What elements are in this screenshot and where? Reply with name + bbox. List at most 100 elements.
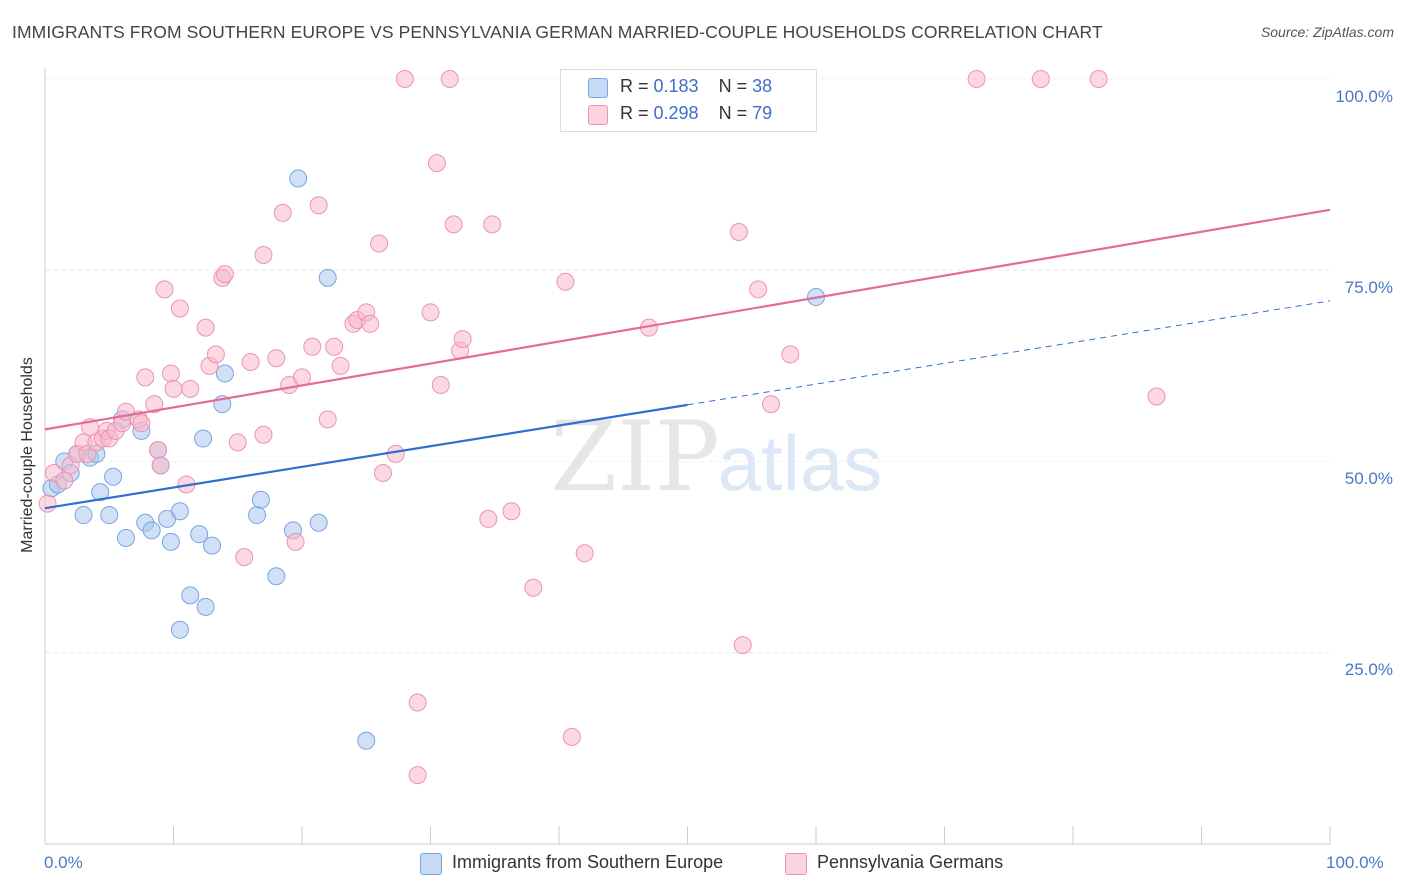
point-southern-europe	[267, 567, 286, 586]
legend-r-value: 0.298	[653, 103, 699, 123]
point-southern-europe	[170, 502, 189, 521]
point-pennsylvania-germans	[286, 532, 305, 551]
legend-swatch-pink	[785, 853, 807, 875]
point-pennsylvania-germans	[386, 444, 405, 463]
point-pennsylvania-germans	[181, 379, 200, 398]
x-tick-min: 0.0%	[44, 853, 83, 872]
point-pennsylvania-germans	[55, 471, 74, 490]
x-tick-max: 100.0%	[1326, 853, 1384, 872]
y-tick-75: 75.0%	[1344, 278, 1393, 297]
watermark-zip: ZIP	[550, 401, 719, 513]
point-pennsylvania-germans	[331, 356, 350, 375]
point-pennsylvania-germans	[273, 203, 292, 222]
trend-line-extension-southern-europe	[687, 300, 1331, 406]
point-southern-europe	[142, 521, 161, 540]
y-tick-50: 50.0%	[1344, 469, 1393, 488]
point-southern-europe	[318, 268, 337, 287]
legend-r-value: 0.183	[653, 76, 699, 96]
source-credit: Source: ZipAtlas.com	[1260, 24, 1394, 40]
point-southern-europe	[203, 536, 222, 555]
legend-label: Pennsylvania Germans	[817, 852, 1004, 872]
legend-swatch-pink	[588, 105, 608, 125]
point-southern-europe	[215, 364, 234, 383]
point-southern-europe	[194, 429, 213, 448]
point-pennsylvania-germans	[1031, 70, 1050, 88]
point-pennsylvania-germans	[479, 509, 498, 528]
point-southern-europe	[100, 506, 119, 525]
point-southern-europe	[104, 467, 123, 486]
point-pennsylvania-germans	[370, 234, 389, 253]
point-pennsylvania-germans	[762, 395, 781, 414]
point-pennsylvania-germans	[361, 314, 380, 333]
y-tick-100: 100.0%	[1335, 87, 1393, 106]
point-pennsylvania-germans	[155, 280, 174, 299]
point-southern-europe	[116, 529, 135, 547]
point-pennsylvania-germans	[729, 223, 748, 241]
point-pennsylvania-germans	[440, 70, 459, 88]
point-pennsylvania-germans	[318, 410, 337, 429]
legend-n-value: 79	[752, 103, 773, 123]
legend-n-value: 38	[752, 76, 773, 96]
point-pennsylvania-germans	[395, 70, 414, 88]
point-pennsylvania-germans	[408, 766, 427, 785]
trend-line-southern-europe	[44, 403, 688, 510]
correlation-legend: R = 0.183 N = 38 R = 0.298 N = 79	[560, 69, 817, 132]
point-pennsylvania-germans	[293, 368, 311, 387]
legend-label: Immigrants from Southern Europe	[452, 852, 724, 872]
point-pennsylvania-germans	[170, 299, 189, 318]
gridlines	[45, 78, 1330, 654]
point-pennsylvania-germans	[444, 215, 463, 234]
point-pennsylvania-germans	[427, 154, 446, 173]
point-pennsylvania-germans	[267, 349, 286, 368]
point-pennsylvania-germans	[215, 265, 234, 284]
point-southern-europe	[357, 731, 376, 750]
point-pennsylvania-germans	[196, 318, 215, 337]
point-pennsylvania-germans	[303, 337, 322, 356]
point-pennsylvania-germans	[556, 272, 575, 291]
point-southern-europe	[251, 490, 270, 509]
trend-lines	[44, 208, 1331, 510]
point-pennsylvania-germans	[421, 303, 440, 322]
legend-r-label: R =	[620, 76, 654, 96]
point-pennsylvania-germans	[241, 353, 260, 372]
point-pennsylvania-germans	[235, 548, 254, 567]
point-pennsylvania-germans	[206, 345, 225, 364]
point-pennsylvania-germans	[408, 693, 427, 712]
point-pennsylvania-germans	[431, 376, 450, 394]
watermark-atlas: atlas	[718, 419, 883, 507]
legend-r-label: R =	[620, 103, 654, 123]
point-pennsylvania-germans	[151, 456, 170, 475]
point-pennsylvania-germans	[1089, 70, 1108, 88]
point-pennsylvania-germans	[228, 433, 247, 452]
point-pennsylvania-germans	[562, 727, 581, 746]
trend-line-pennsylvania-germans	[44, 208, 1331, 431]
point-pennsylvania-germans	[967, 70, 986, 88]
point-pennsylvania-germans	[575, 544, 594, 563]
point-pennsylvania-germans	[145, 395, 164, 414]
watermark: ZIP atlas	[550, 401, 882, 513]
legend-swatch-blue	[588, 78, 608, 98]
legend-n-label: N =	[718, 103, 753, 123]
point-pennsylvania-germans	[733, 636, 752, 655]
point-southern-europe	[190, 525, 209, 544]
point-pennsylvania-germans	[502, 502, 521, 521]
point-southern-europe	[170, 620, 189, 639]
point-southern-europe	[181, 586, 200, 605]
point-southern-europe	[74, 506, 93, 525]
point-southern-europe	[91, 483, 110, 502]
axes	[44, 68, 1331, 845]
point-pennsylvania-germans	[483, 215, 502, 234]
point-pennsylvania-germans	[164, 379, 183, 398]
point-pennsylvania-germans	[136, 368, 155, 387]
point-pennsylvania-germans	[453, 330, 472, 349]
point-pennsylvania-germans	[749, 280, 768, 299]
data-points	[38, 70, 1166, 785]
chart-title: IMMIGRANTS FROM SOUTHERN EUROPE VS PENNS…	[12, 22, 1103, 42]
point-pennsylvania-germans	[149, 441, 168, 460]
point-pennsylvania-germans	[309, 196, 328, 215]
point-pennsylvania-germans	[373, 463, 392, 482]
point-pennsylvania-germans	[254, 245, 273, 264]
y-tick-25: 25.0%	[1344, 660, 1393, 679]
point-pennsylvania-germans	[254, 425, 273, 444]
